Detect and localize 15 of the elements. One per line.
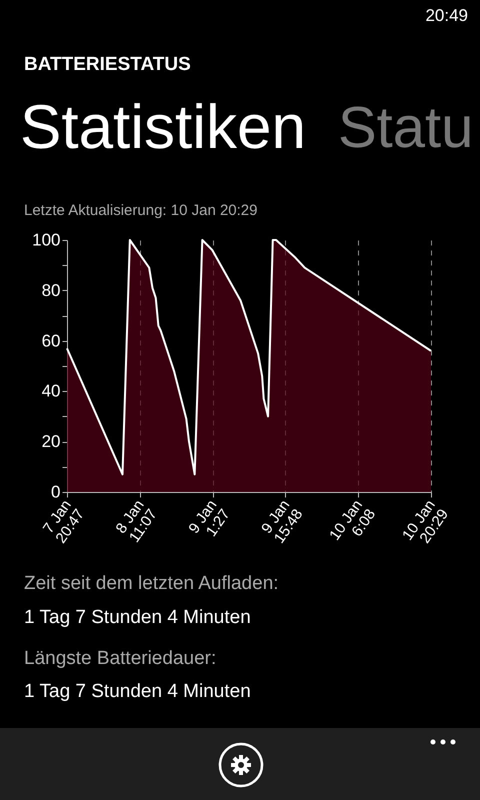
y-tick-label: 0 [51,482,60,502]
y-tick-label: 80 [42,280,60,300]
text: Statu [338,94,474,161]
text: Letzte Aktualisierung: 10 Jan 20:29 [24,202,258,219]
text: 1 Tag 7 Stunden 4 Minuten [24,607,251,629]
y-tick-label: 100 [32,230,60,250]
text: 1 Tag 7 Stunden 4 Minuten [24,681,251,703]
chart-title: BATTERIESTATUS [24,54,191,76]
y-tick-label: 40 [42,382,60,401]
text: Längste Batteriedauer: [24,648,216,670]
y-tick-label: 60 [42,331,60,350]
text: 20:49 [425,6,468,26]
y-tick-label: 20 [42,432,60,452]
chart-subtitle: Statistiken [20,92,306,163]
text: Zeit seit dem letzten Aufladen: [24,573,279,595]
